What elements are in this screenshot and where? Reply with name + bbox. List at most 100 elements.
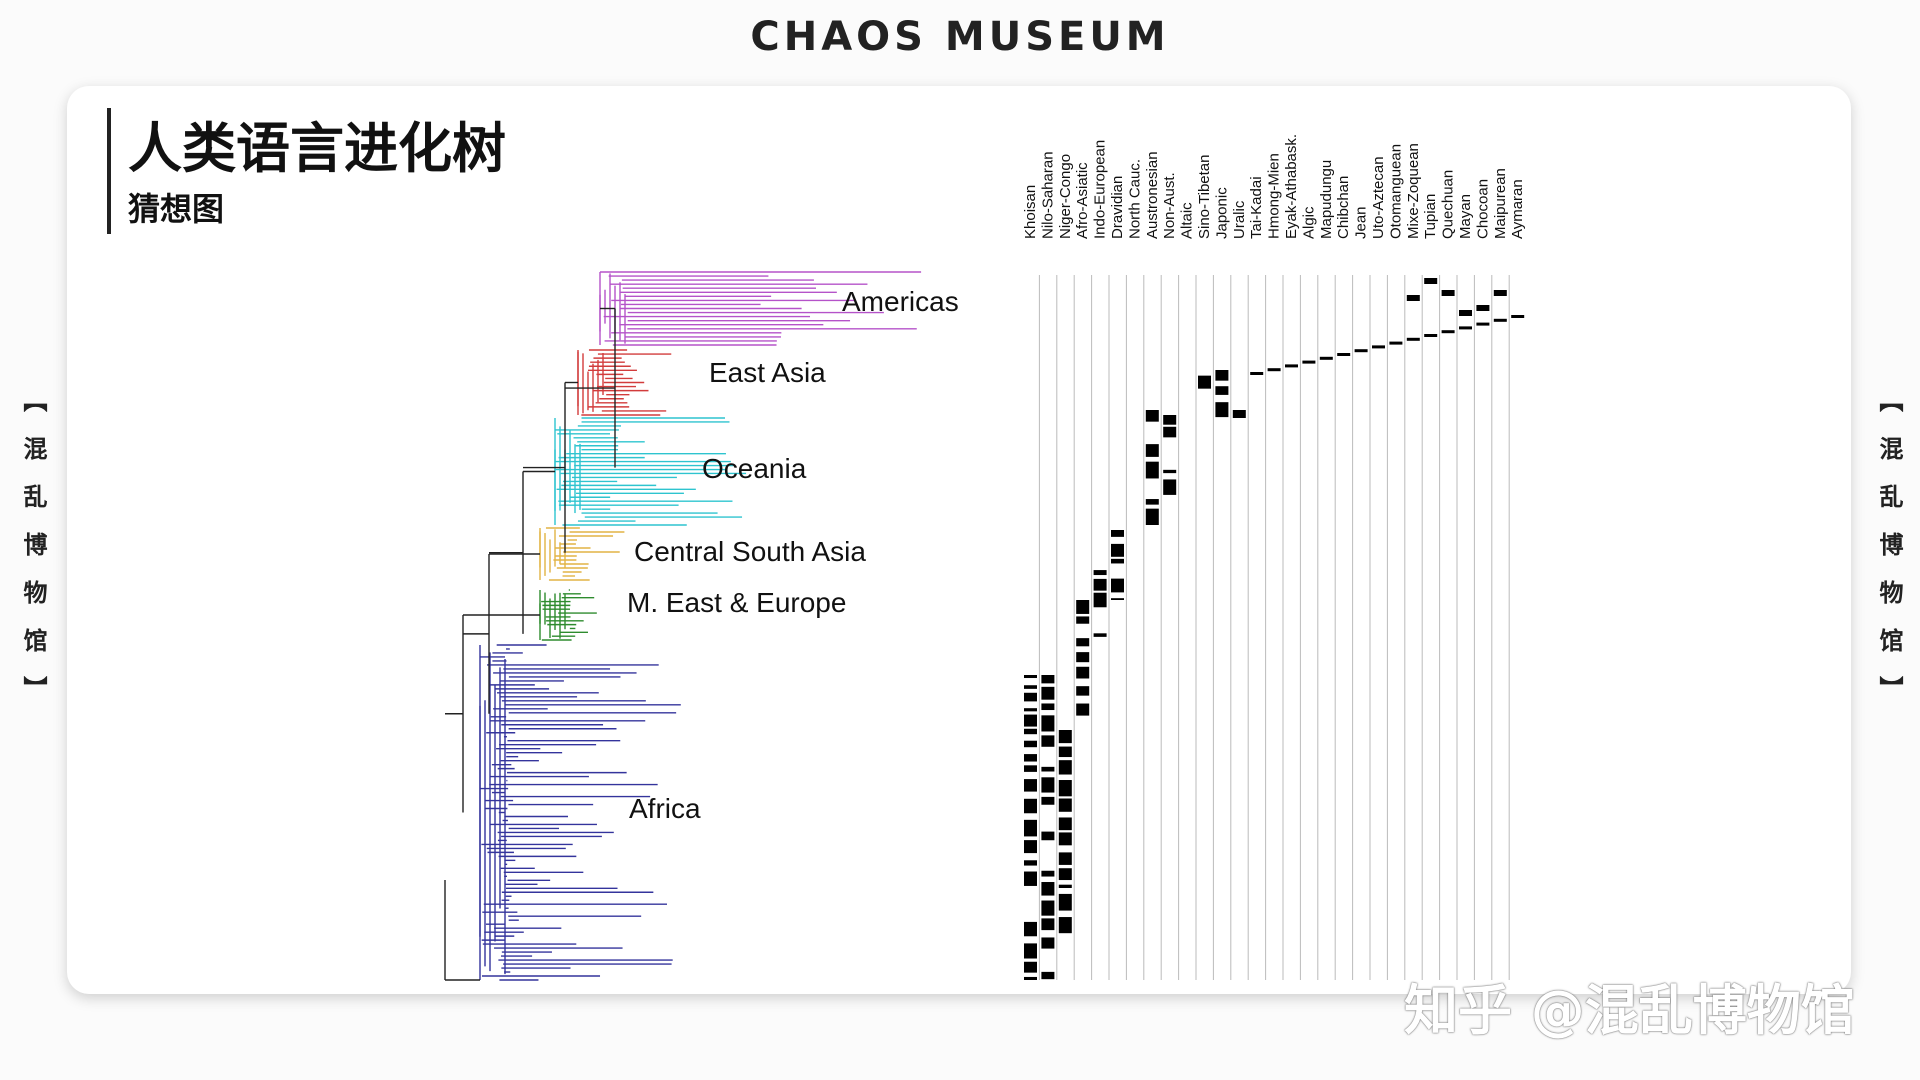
matrix-cell bbox=[1111, 598, 1124, 600]
matrix-cell bbox=[1024, 740, 1037, 748]
matrix-cell bbox=[1041, 831, 1055, 841]
matrix-cell bbox=[1024, 840, 1037, 854]
matrix-cell bbox=[1058, 817, 1072, 831]
matrix-cell bbox=[1145, 508, 1159, 525]
matrix-cell bbox=[1111, 530, 1124, 537]
side-label: 【混乱博物馆】 bbox=[1875, 388, 1903, 724]
column-label: Tai-Kadai bbox=[1248, 176, 1265, 239]
region-label: M. East & Europe bbox=[627, 587, 846, 618]
column-label: Tupian bbox=[1422, 194, 1439, 239]
column-label: Khoisan bbox=[1022, 185, 1039, 239]
column-label: Sino-Tibetan bbox=[1196, 155, 1213, 240]
matrix-cell bbox=[1093, 578, 1107, 591]
matrix-cell bbox=[1024, 728, 1037, 735]
column-label: Japonic bbox=[1213, 187, 1230, 239]
region-label: Central South Asia bbox=[634, 536, 866, 567]
column-label: Maipurean bbox=[1492, 168, 1509, 239]
matrix-cell bbox=[1389, 341, 1403, 345]
column-label: Afro-Asiatic bbox=[1074, 162, 1091, 239]
matrix-cell bbox=[1041, 971, 1055, 980]
header-title: CHAOS MUSEUM bbox=[750, 14, 1170, 60]
column-label: Uto-Aztecan bbox=[1370, 156, 1387, 239]
matrix-cell bbox=[1076, 686, 1090, 696]
matrix-cell bbox=[1024, 779, 1037, 792]
matrix-cell bbox=[1024, 976, 1037, 980]
matrix-cell bbox=[1058, 832, 1072, 846]
matrix-cell bbox=[1198, 375, 1211, 389]
matrix-cell bbox=[1041, 715, 1055, 732]
column-label: Algic bbox=[1300, 206, 1317, 239]
matrix-cell bbox=[1024, 685, 1037, 689]
matrix-cell bbox=[1024, 819, 1037, 837]
matrix-cell bbox=[1024, 765, 1037, 772]
card bbox=[67, 86, 1851, 994]
column-label: Otomanguean bbox=[1387, 144, 1404, 239]
matrix-cell bbox=[1111, 578, 1124, 593]
matrix-cell bbox=[1163, 469, 1177, 474]
matrix-cell bbox=[1285, 364, 1298, 368]
matrix-cell bbox=[1024, 675, 1037, 679]
region-label: Americas bbox=[842, 286, 959, 317]
column-label: Mayan bbox=[1457, 194, 1474, 239]
matrix-cell bbox=[1093, 633, 1107, 637]
matrix-cell bbox=[1024, 708, 1037, 712]
matrix-cell bbox=[1041, 937, 1055, 949]
matrix-cell bbox=[1476, 305, 1490, 311]
matrix-cell bbox=[1076, 652, 1090, 663]
column-label: Chocoan bbox=[1474, 179, 1491, 239]
matrix-cell bbox=[1354, 349, 1368, 353]
column-label: North Cauc. bbox=[1126, 159, 1143, 239]
matrix-cell bbox=[1076, 616, 1090, 624]
matrix-cell bbox=[1041, 796, 1055, 805]
matrix-cell bbox=[1024, 692, 1037, 702]
matrix-cell bbox=[1076, 600, 1090, 614]
column-label: Aymaran bbox=[1509, 179, 1526, 239]
column-label: Non-Aust. bbox=[1161, 172, 1178, 239]
column-label: Indo-European bbox=[1092, 140, 1109, 239]
matrix-cell bbox=[1111, 558, 1124, 564]
matrix-cell bbox=[1058, 780, 1072, 797]
column-label: Niger-Congo bbox=[1057, 154, 1074, 239]
matrix-cell bbox=[1302, 360, 1316, 364]
matrix-cell bbox=[1024, 871, 1037, 886]
matrix-cell bbox=[1441, 330, 1455, 334]
matrix-cell bbox=[1145, 410, 1159, 422]
matrix-cell bbox=[1041, 777, 1055, 793]
matrix-cell bbox=[1058, 730, 1072, 744]
matrix-cell bbox=[1058, 746, 1072, 758]
matrix-cell bbox=[1145, 444, 1159, 457]
matrix-cell bbox=[1024, 798, 1037, 814]
column-label: Altaic bbox=[1179, 202, 1196, 239]
column-label: Mixe-Zoquean bbox=[1405, 143, 1422, 239]
matrix-cell bbox=[1041, 686, 1055, 700]
slide-subtitle: 猜想图 bbox=[128, 190, 225, 228]
region-label: Africa bbox=[629, 793, 701, 824]
matrix-cell bbox=[1076, 666, 1090, 679]
matrix-cell bbox=[1337, 353, 1351, 356]
matrix-cell bbox=[1058, 884, 1072, 888]
column-label: Nilo-Saharan bbox=[1039, 151, 1056, 239]
column-label: Chibchan bbox=[1335, 176, 1352, 239]
matrix-cell bbox=[1041, 735, 1055, 747]
matrix-cell bbox=[1041, 766, 1055, 772]
matrix-cell bbox=[1459, 310, 1472, 316]
matrix-cell bbox=[1024, 754, 1037, 762]
matrix-cell bbox=[1093, 570, 1107, 576]
matrix-cell bbox=[1024, 943, 1037, 959]
matrix-cell bbox=[1041, 703, 1055, 711]
matrix-cell bbox=[1441, 290, 1455, 296]
matrix-cell bbox=[1493, 318, 1507, 322]
matrix-cell bbox=[1372, 345, 1385, 349]
side-label: 【混乱博物馆】 bbox=[19, 388, 47, 724]
matrix-cell bbox=[1024, 921, 1037, 937]
matrix-cell bbox=[1215, 370, 1229, 381]
matrix-cell bbox=[1459, 326, 1472, 330]
matrix-cell bbox=[1024, 714, 1037, 727]
column-label: Mapudungu bbox=[1318, 160, 1335, 239]
matrix-cell bbox=[1406, 337, 1420, 341]
slide-title: 人类语言进化树 bbox=[128, 117, 506, 180]
matrix-cell bbox=[1232, 410, 1246, 418]
matrix-cell bbox=[1041, 870, 1055, 877]
matrix-cell bbox=[1111, 543, 1124, 557]
